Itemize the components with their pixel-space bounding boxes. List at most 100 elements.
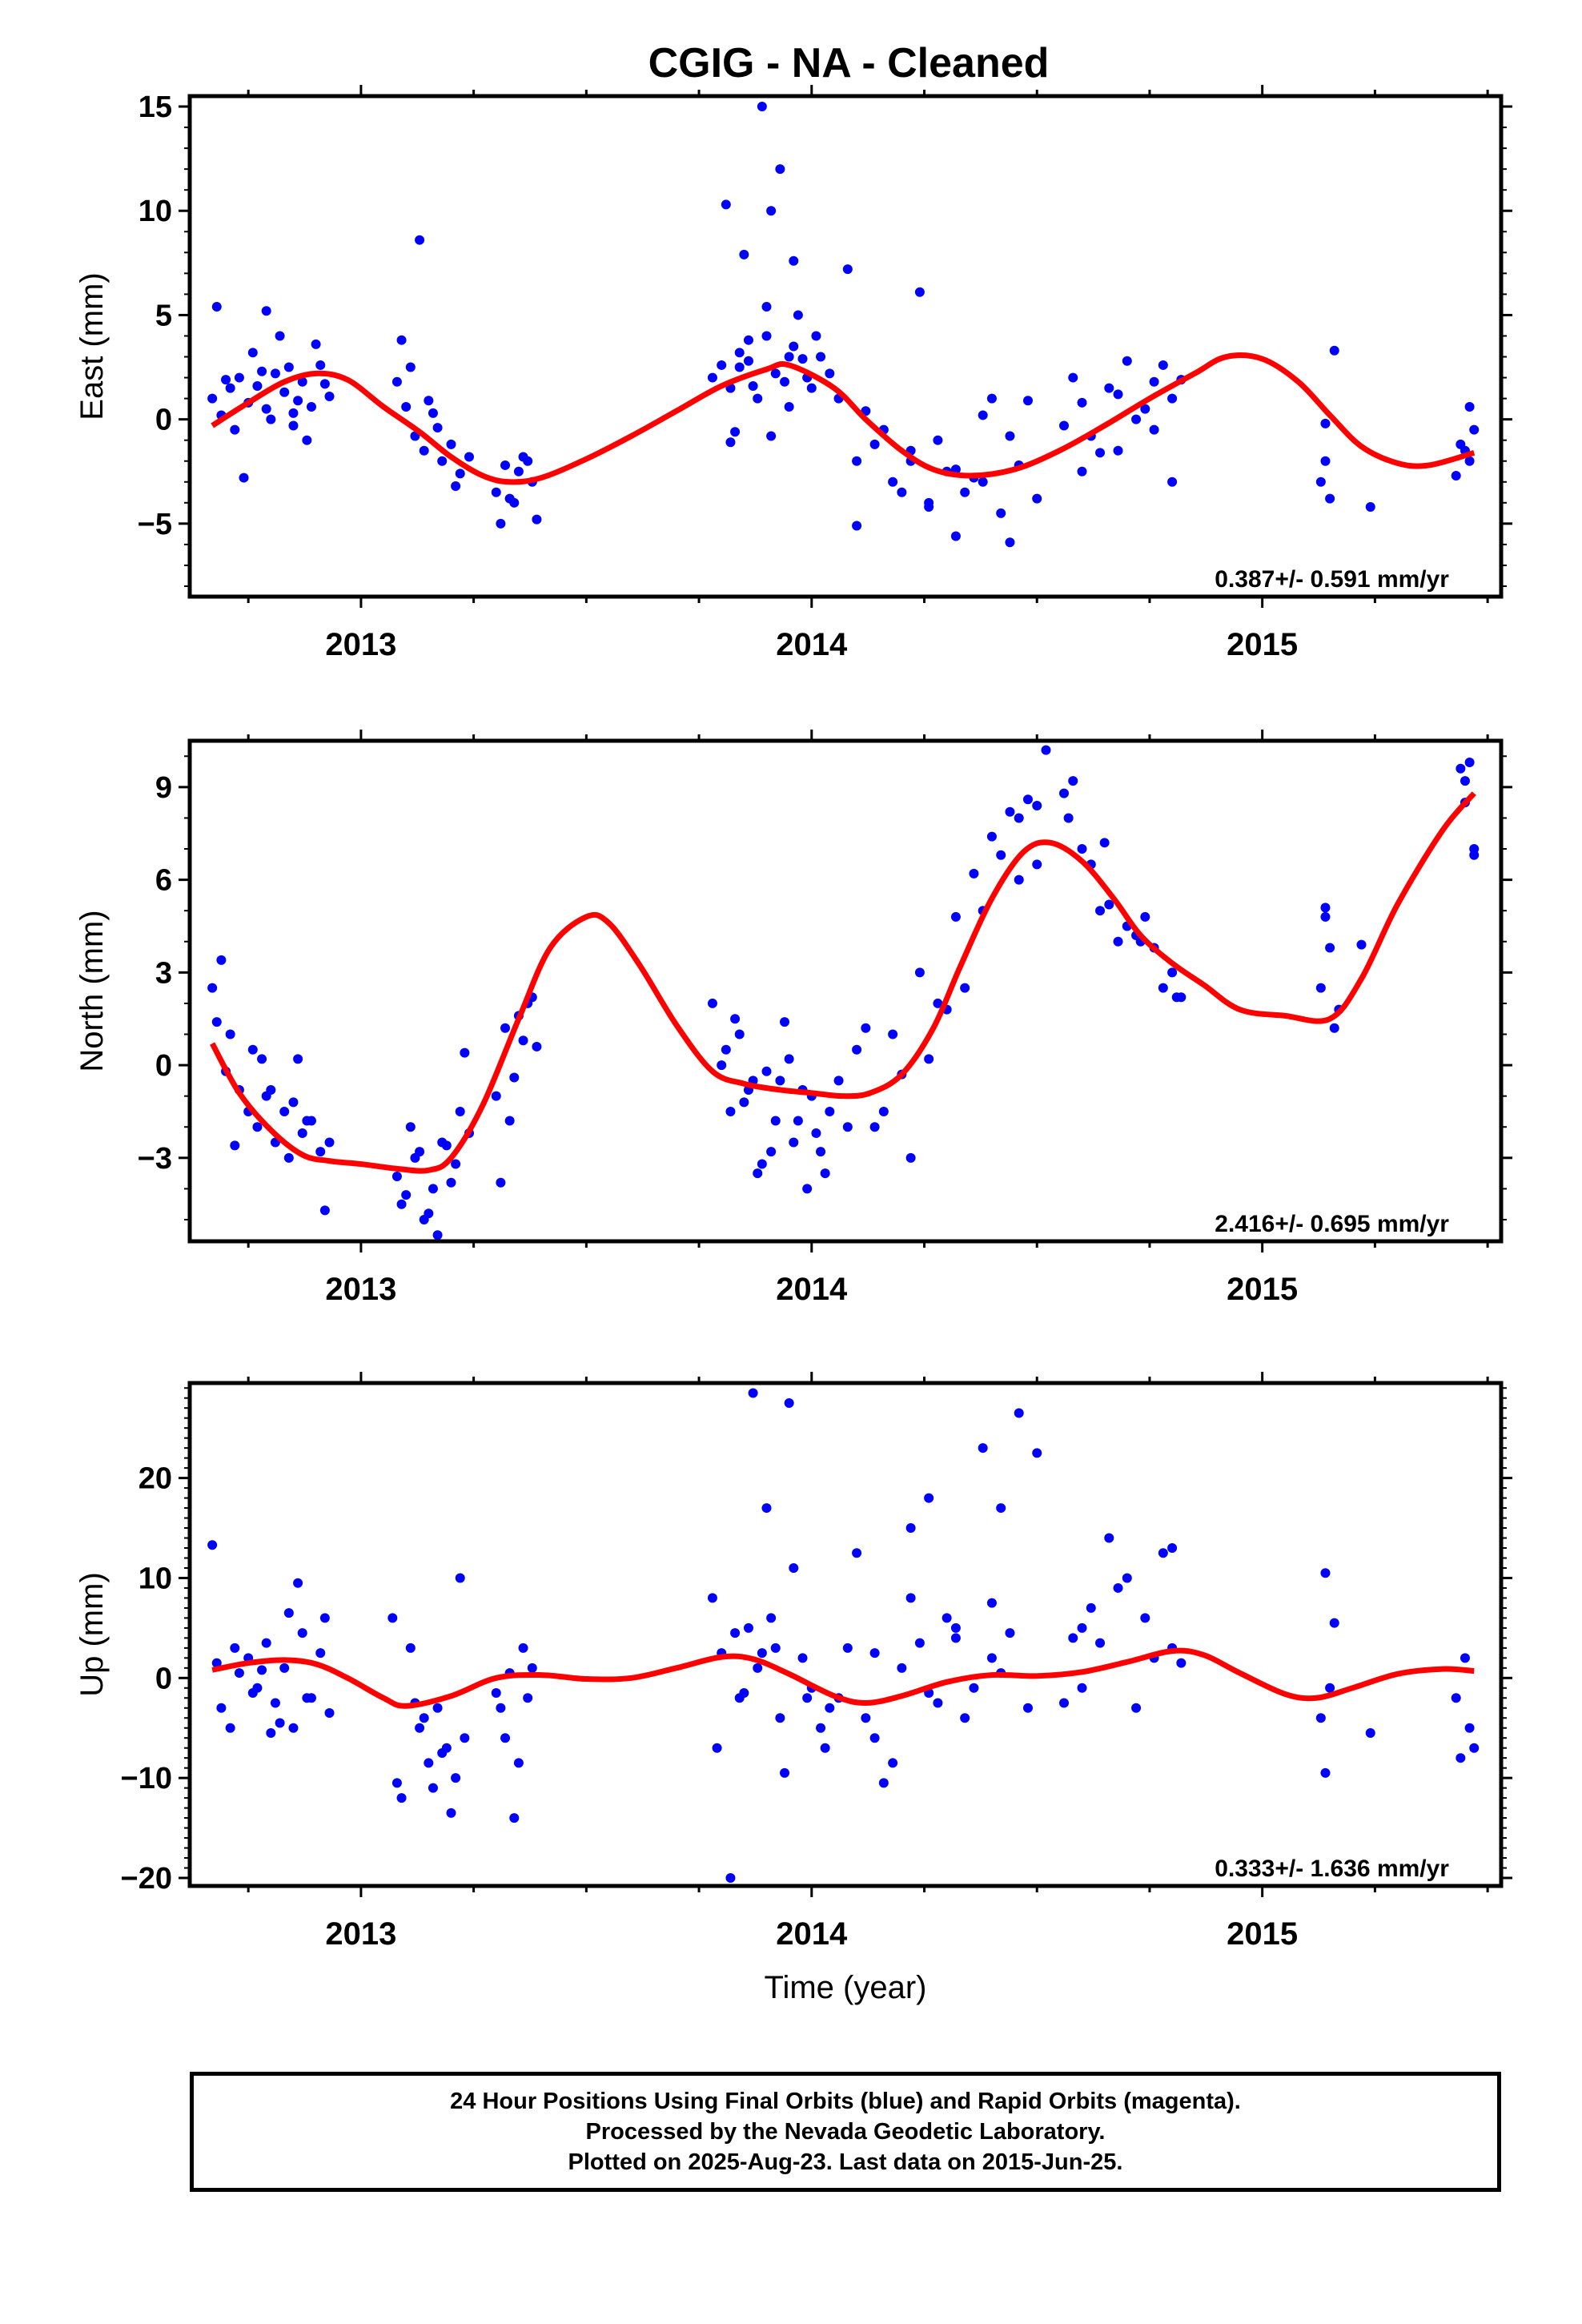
data-point (1032, 859, 1042, 870)
data-point (428, 1783, 438, 1793)
data-point (1077, 1683, 1087, 1693)
data-point (424, 396, 434, 406)
data-point (1176, 1658, 1186, 1668)
data-point (811, 1128, 821, 1138)
data-point (1014, 813, 1024, 823)
data-point (905, 1593, 916, 1603)
y-tick-label: −3 (138, 1142, 172, 1176)
data-point (986, 831, 997, 842)
data-point (969, 868, 979, 879)
y-tick-label: 10 (139, 195, 172, 228)
data-point (1149, 376, 1159, 387)
data-point (978, 476, 988, 487)
data-point (523, 456, 533, 466)
data-point (784, 402, 794, 412)
data-point (978, 1443, 988, 1454)
data-point (1167, 967, 1178, 978)
data-point (780, 1767, 790, 1778)
x-tick-label: 2014 (776, 1272, 848, 1307)
data-point (950, 1633, 961, 1643)
data-point (293, 396, 303, 406)
data-point (496, 518, 506, 529)
data-point (1095, 906, 1106, 916)
data-point (324, 1137, 335, 1148)
data-point (1140, 404, 1150, 414)
data-point (234, 1668, 244, 1679)
data-point (401, 402, 412, 412)
data-point (725, 437, 736, 448)
plot-area (207, 1388, 1480, 1884)
data-point (293, 1054, 303, 1064)
data-point (437, 456, 448, 466)
data-point (766, 431, 777, 441)
data-point (221, 375, 231, 385)
data-point (739, 1688, 749, 1699)
rate-label: 0.387+/- 0.591 mm/yr (1215, 566, 1449, 593)
data-point (1456, 1753, 1466, 1763)
data-point (225, 383, 235, 393)
data-point (1365, 502, 1375, 513)
data-point (960, 983, 970, 993)
footer-info-box: 24 Hour Positions Using Final Orbits (bl… (190, 2072, 1501, 2192)
plot-frame (187, 94, 1504, 599)
data-point (504, 1116, 515, 1126)
data-point (216, 1703, 227, 1713)
data-point (1022, 1703, 1033, 1713)
data-point (1464, 402, 1475, 412)
data-point (1113, 389, 1123, 400)
data-point (888, 476, 898, 487)
data-point (496, 1703, 506, 1713)
data-point (428, 408, 438, 418)
data-point (730, 427, 741, 437)
panel-3: −20 −10 0 10 20 2013 2014 2015 0.333+/- 1.636 mm… (74, 1372, 1512, 2005)
data-point (230, 1140, 240, 1151)
data-point (1140, 911, 1150, 922)
data-point (1329, 1023, 1339, 1033)
data-point (306, 402, 316, 412)
data-point (816, 1723, 826, 1733)
data-point (207, 393, 218, 404)
data-point (283, 362, 294, 372)
data-point (391, 1778, 402, 1788)
data-point (1315, 476, 1326, 487)
data-point (446, 1807, 456, 1818)
data-point (1095, 448, 1106, 458)
data-point (1005, 537, 1015, 548)
data-point (270, 368, 280, 379)
data-point (757, 1648, 767, 1659)
data-point (717, 1060, 727, 1071)
data-point (324, 1708, 335, 1719)
data-point (789, 1137, 799, 1148)
plot-area (207, 102, 1480, 548)
data-point (509, 1813, 520, 1823)
data-point (275, 331, 285, 341)
data-point (1077, 466, 1087, 476)
data-point (770, 1116, 781, 1126)
data-point (1122, 356, 1132, 366)
data-point (1113, 1582, 1123, 1593)
data-point (1320, 911, 1331, 922)
y-tick-label: 0 (155, 1662, 172, 1695)
data-point (266, 1727, 276, 1738)
data-point (455, 468, 465, 479)
data-point (852, 521, 862, 531)
data-point (500, 460, 511, 470)
data-point (532, 1041, 542, 1051)
data-point (1099, 838, 1110, 848)
x-tick-label: 2015 (1227, 1272, 1298, 1307)
plot-area (207, 745, 1480, 1240)
data-point (1131, 414, 1142, 424)
data-point (743, 1622, 753, 1633)
data-point (315, 1147, 326, 1157)
data-point (986, 1598, 997, 1608)
data-point (401, 1190, 412, 1200)
panels: −5 0 5 10 15 2013 2014 2015 0.387+/- 0.591 mm/yr… (74, 85, 1512, 2005)
data-point (270, 1698, 280, 1708)
data-point (415, 1147, 425, 1157)
y-tick-label: 6 (155, 864, 172, 898)
data-point (743, 356, 753, 366)
data-point (802, 1184, 813, 1194)
data-point (816, 352, 826, 362)
data-point (1469, 424, 1480, 435)
y-tick-label: 0 (155, 404, 172, 437)
